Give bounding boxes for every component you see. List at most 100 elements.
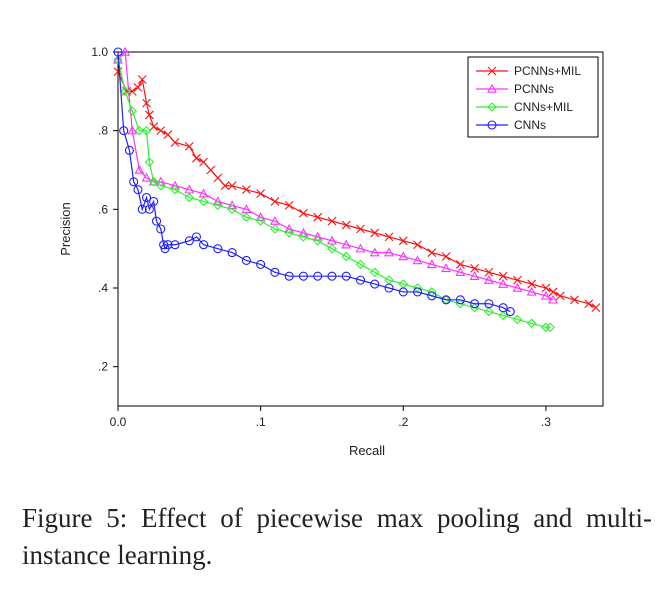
data-point (370, 228, 380, 238)
data-point (426, 259, 437, 269)
marker-stroke (470, 263, 480, 273)
data-point (284, 271, 294, 281)
marker-stroke (341, 220, 351, 230)
x-axis-label: Recall (349, 443, 385, 458)
data-point (255, 212, 266, 221)
data-point (134, 164, 145, 174)
y-tick-label: 1.0 (91, 45, 108, 59)
data-point (512, 314, 523, 325)
data-point (156, 180, 166, 191)
legend-marker (487, 66, 497, 76)
data-point (155, 176, 166, 186)
data-point (470, 263, 480, 273)
data-point (299, 208, 308, 218)
marker-stroke (370, 228, 380, 238)
marker-stroke (137, 75, 147, 84)
data-point (127, 125, 138, 135)
data-point (413, 287, 423, 297)
data-point (412, 255, 423, 265)
data-point (455, 295, 465, 305)
data-point (213, 200, 223, 211)
marker-stroke (591, 303, 601, 313)
marker-stroke (384, 232, 394, 242)
x-tick-label: .2 (398, 415, 408, 429)
data-point (512, 282, 523, 292)
series-cnns (113, 47, 515, 317)
marker-stroke (241, 185, 251, 195)
marker-stroke (513, 275, 522, 285)
data-point (498, 271, 508, 281)
data-point (341, 251, 352, 262)
marker-stroke (398, 236, 408, 246)
legend-label: CNNs+MIL (514, 100, 573, 114)
data-point (369, 247, 380, 257)
data-point (170, 138, 180, 147)
data-point (398, 287, 408, 297)
marker-stroke (284, 201, 294, 210)
data-point (192, 153, 201, 163)
marker-stroke (227, 181, 237, 191)
y-tick-label: .6 (98, 202, 108, 216)
data-point (148, 177, 159, 187)
marker-stroke (206, 165, 216, 175)
data-point (484, 306, 494, 317)
y-axis-label: Precision (58, 202, 73, 255)
data-point (284, 201, 294, 210)
data-point (413, 240, 422, 250)
data-point (206, 165, 216, 175)
data-point (384, 247, 394, 257)
data-point (284, 228, 294, 238)
data-point (133, 83, 143, 92)
data-point (298, 271, 308, 281)
data-point (498, 278, 509, 288)
legend-marker (487, 102, 497, 112)
marker-stroke (487, 66, 497, 76)
x-tick-label: 0.0 (110, 415, 127, 429)
data-point (170, 240, 180, 250)
data-point (129, 177, 139, 187)
plot-area (117, 51, 604, 407)
data-point (241, 212, 252, 222)
data-point (355, 259, 366, 270)
data-point (141, 192, 152, 203)
data-point (134, 125, 145, 136)
data-point (148, 176, 159, 186)
data-point (541, 290, 551, 300)
data-point (163, 240, 173, 250)
data-point (298, 227, 309, 237)
data-point (341, 239, 352, 249)
data-point (212, 196, 223, 206)
data-point (384, 283, 394, 293)
figure-caption: Figure 5: Effect of piecewise max poolin… (22, 503, 652, 570)
data-point (427, 248, 437, 257)
marker-stroke (127, 86, 137, 96)
data-point (545, 322, 555, 333)
y-tick-label: .8 (98, 124, 108, 138)
data-point (113, 55, 123, 65)
marker-stroke (184, 142, 194, 151)
data-point (142, 98, 151, 108)
data-point (137, 204, 147, 214)
data-point (484, 299, 494, 309)
data-point (270, 197, 280, 206)
marker-stroke (192, 153, 201, 163)
data-point (526, 286, 537, 296)
data-point (156, 126, 166, 136)
marker-stroke (441, 252, 451, 261)
data-point (548, 287, 558, 297)
data-point (270, 267, 280, 277)
data-point (541, 283, 551, 293)
data-point (213, 173, 223, 183)
legend-item-pcnns: PCNNs (476, 82, 554, 96)
data-point (199, 240, 209, 250)
y-tick-label: .2 (98, 360, 108, 374)
data-point (151, 216, 162, 226)
marker-stroke (498, 271, 508, 281)
x-tick-label: .3 (541, 415, 551, 429)
marker-stroke (156, 126, 166, 136)
data-point (141, 125, 152, 136)
data-point (141, 172, 152, 182)
data-point (427, 291, 437, 301)
data-point (170, 180, 180, 190)
data-point (356, 224, 365, 234)
